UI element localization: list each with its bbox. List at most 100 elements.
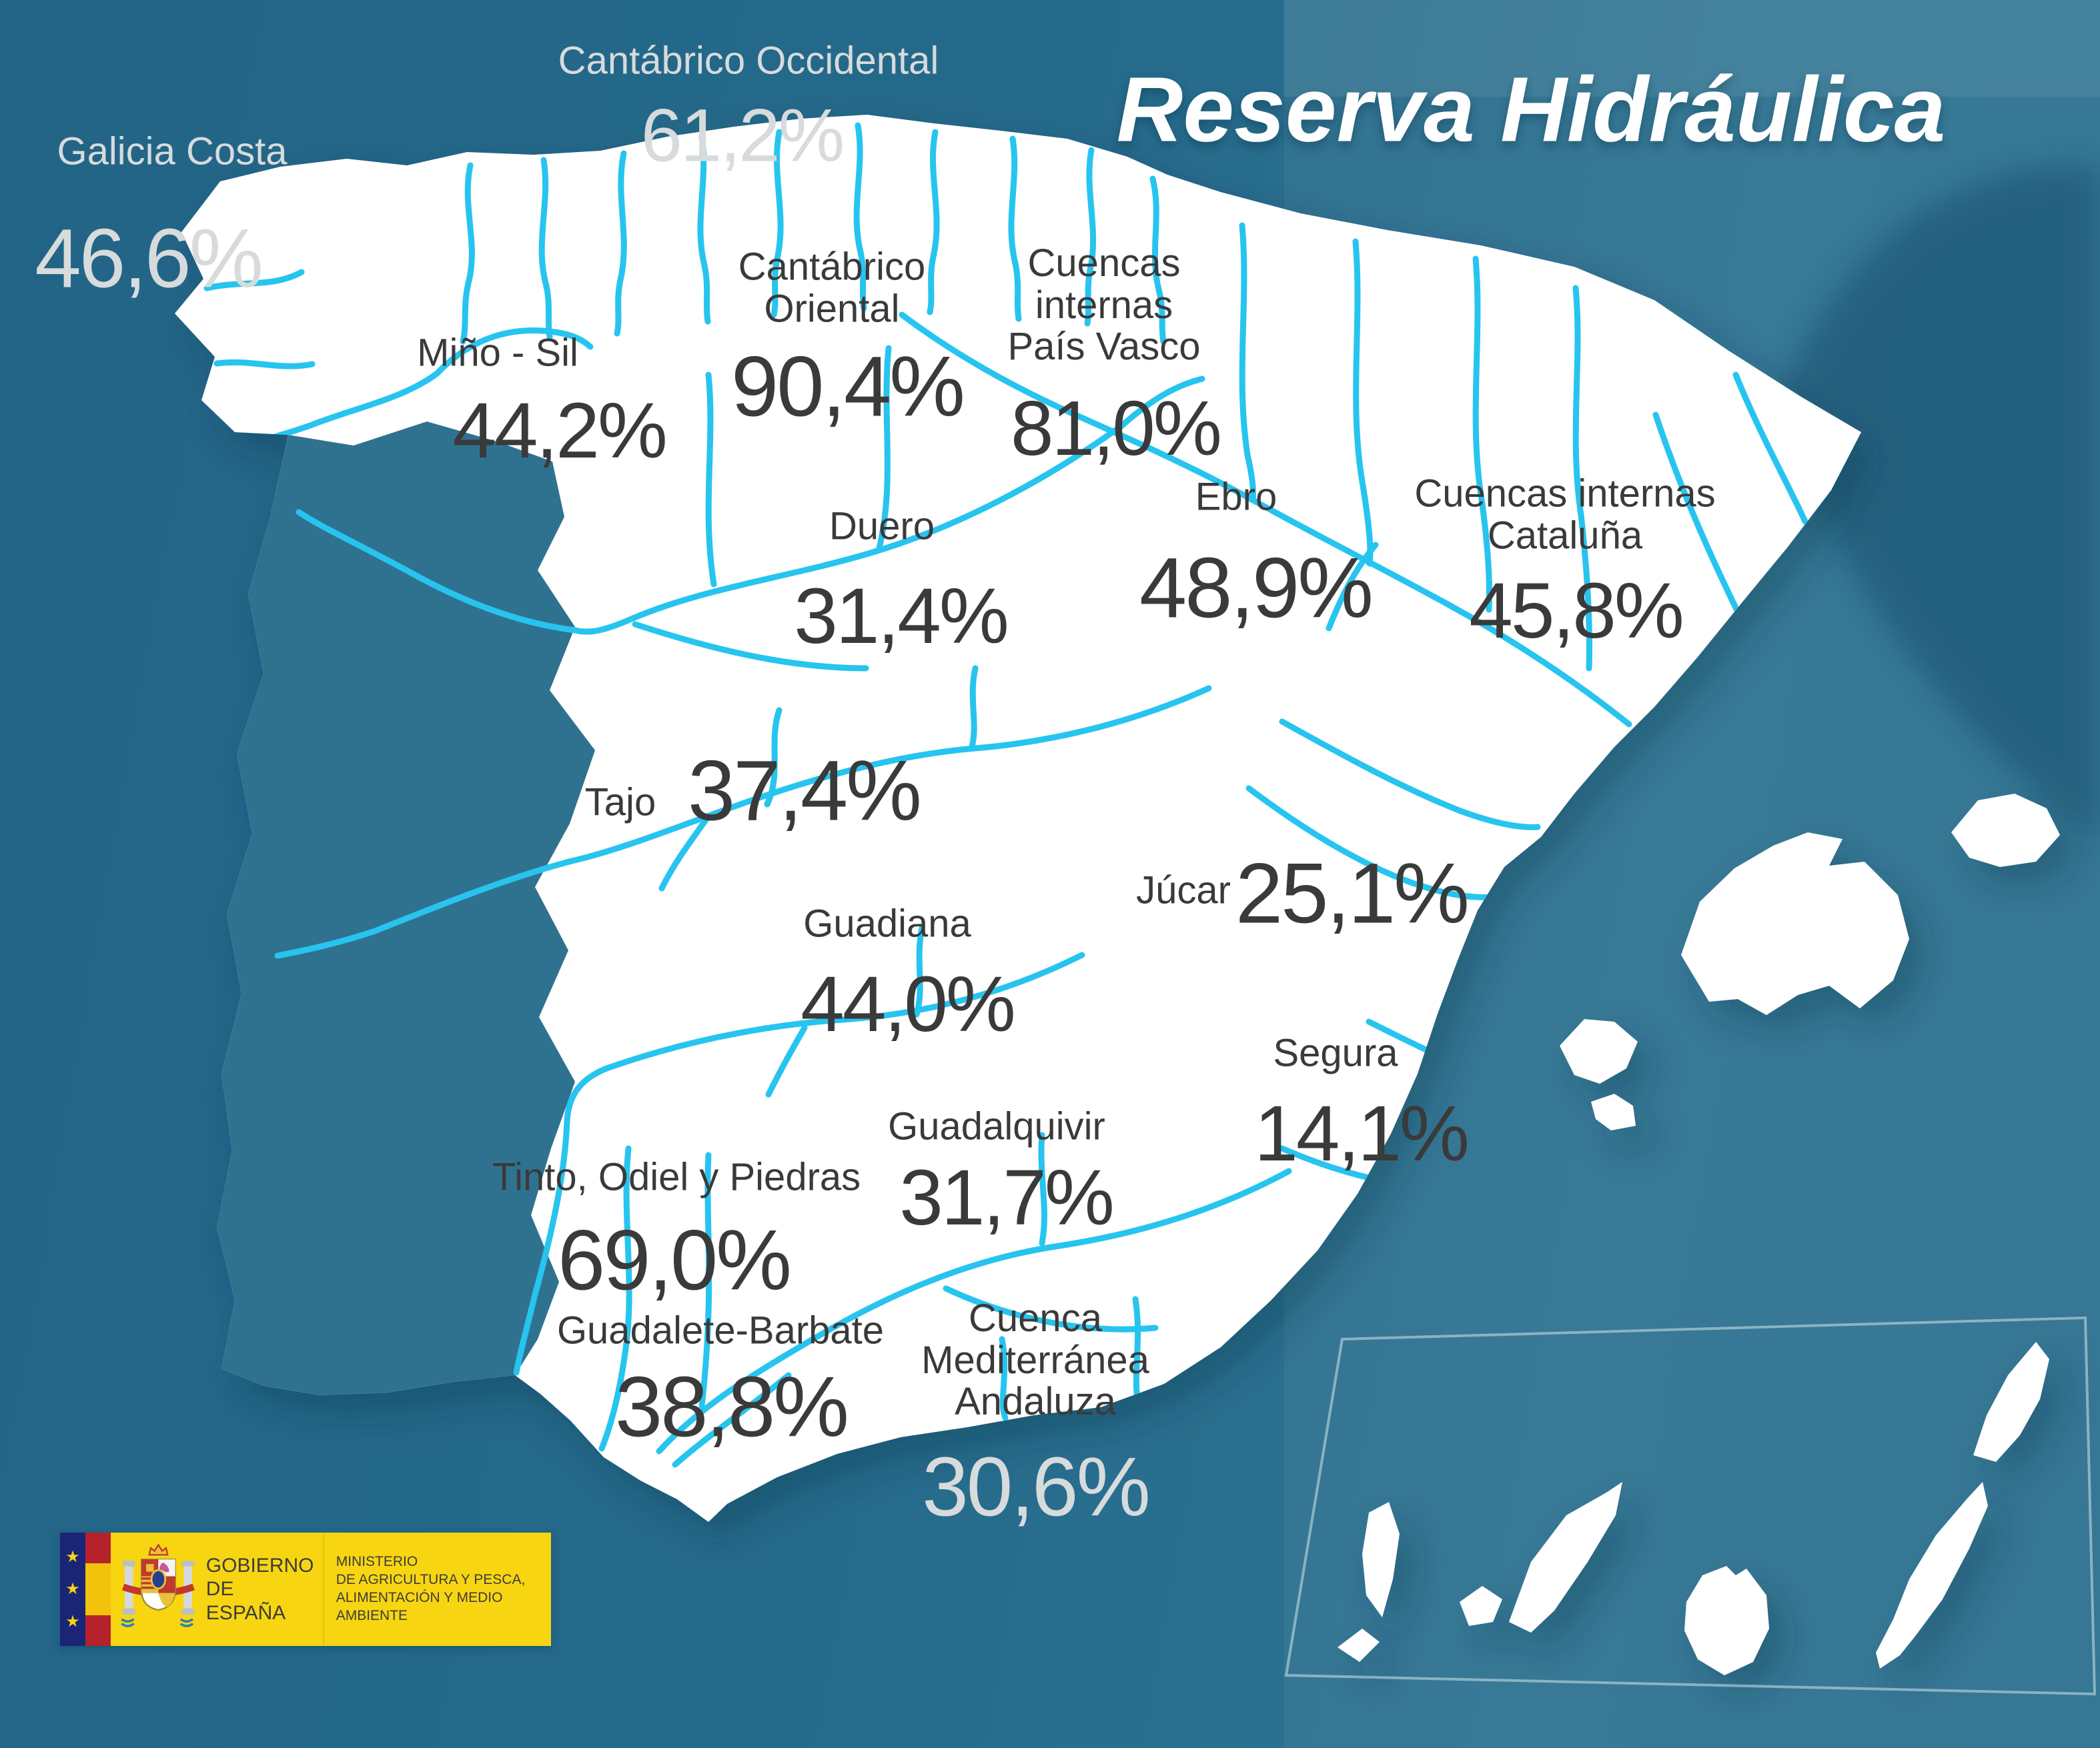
river-genil [943, 1285, 1159, 1333]
island-ibiza [1560, 1019, 1638, 1084]
river-tajo [274, 685, 1212, 959]
mainland-spain [175, 115, 1861, 1522]
river-galicia-mid [213, 359, 316, 369]
basin-name-cuencas-internas-pais-vasco: Cuencas internas País Vasco [1007, 241, 1201, 369]
gobierno-label: GOBIERNO DE ESPAÑA [205, 1554, 314, 1624]
basin-value-tinto-odiel-piedras: 69,0% [558, 1212, 792, 1308]
basin-value-tajo: 37,4% [688, 743, 922, 839]
basin-name-duero: Duero [829, 504, 935, 548]
logo-blue-star-strip: ★ ★ ★ [60, 1533, 85, 1646]
river-esla [705, 371, 717, 588]
basin-name-tinto-odiel-piedras: Tinto, Odiel y Piedras [492, 1155, 861, 1199]
canary-islands-inset-frame [1284, 1316, 2097, 1696]
rivers [203, 122, 1808, 1468]
island-formentera [1591, 1094, 1636, 1130]
island-fuerteventura [1876, 1482, 1988, 1669]
river-guadalete [672, 1372, 792, 1468]
river-cantabrian-6 [853, 122, 867, 311]
river-odiel [698, 1152, 712, 1409]
island-tenerife [1509, 1482, 1622, 1633]
government-logo: ★ ★ ★ [60, 1533, 551, 1646]
river-guadiana-trib-2 [765, 1024, 808, 1098]
river-pyrenees-2 [1352, 238, 1374, 567]
basin-name-guadalete-barbate: Guadalete-Barbate [556, 1308, 885, 1353]
island-menorca [1951, 794, 2060, 867]
spain-flag-strip [85, 1533, 111, 1646]
river-tinto [598, 1145, 632, 1452]
river-cantabrian-5 [770, 129, 784, 318]
basin-value-cuencas-internas-pais-vasco: 81,0% [1011, 385, 1222, 472]
river-basque [1149, 175, 1167, 345]
river-cantabrian-1 [460, 162, 475, 345]
basin-name-cantabrico-oriental: Cantábrico Oriental [738, 245, 926, 330]
basin-value-guadalete-barbate: 38,8% [615, 1359, 849, 1455]
river-guadiana-trib-1 [913, 925, 925, 1018]
coat-of-arms-icon [121, 1543, 195, 1627]
river-sil [434, 327, 594, 377]
gobierno-box: GOBIERNO DE ESPAÑA [111, 1533, 323, 1646]
basin-name-guadiana: Guadiana [803, 902, 971, 946]
river-llobregat [1652, 411, 1752, 638]
basin-value-jucar: 25,1% [1235, 846, 1470, 942]
basin-value-cantabrico-oriental: 90,4% [731, 339, 965, 435]
river-tormes [632, 621, 869, 672]
river-jucar [1245, 785, 1510, 900]
basin-name-ebro: Ebro [1195, 475, 1277, 519]
basin-name-jucar: Júcar [1136, 868, 1231, 912]
river-cantabrian-9 [1084, 147, 1097, 327]
island-lanzarote [1973, 1342, 2049, 1462]
star-icon: ★ [65, 1612, 80, 1631]
portugal [217, 421, 595, 1395]
basin-value-galicia-costa: 46,6% [35, 212, 263, 305]
river-alagon [658, 813, 712, 892]
ministerio-label: MINISTERIO DE AGRICULTURA Y PESCA, ALIME… [336, 1554, 526, 1623]
basin-name-galicia-costa: Galicia Costa [57, 129, 288, 173]
basin-value-cuenca-mediterranea-andaluza: 30,6% [922, 1441, 1150, 1534]
neighbor-landmass-silhouette [1774, 165, 2100, 840]
river-duero [296, 422, 1125, 635]
basin-value-segura: 14,1% [1254, 1090, 1470, 1178]
basin-value-mino-sil: 44,2% [452, 387, 668, 475]
island-la-palma [1362, 1502, 1400, 1617]
basin-name-guadalquivir: Guadalquivir [888, 1104, 1105, 1148]
star-icon: ★ [65, 1580, 80, 1598]
river-south-coast-1 [999, 1336, 1009, 1421]
river-pyrenees-4 [1572, 285, 1592, 672]
island-el-hierro [1338, 1629, 1380, 1662]
basin-value-ebro: 48,9% [1139, 540, 1374, 636]
basin-value-duero: 31,4% [794, 572, 1009, 660]
landmasses [175, 115, 2060, 1675]
river-pyrenees-1 [1239, 222, 1256, 504]
island-la-gomera [1460, 1586, 1502, 1626]
river-jalon [1326, 542, 1379, 632]
ministerio-box: MINISTERIO DE AGRICULTURA Y PESCA, ALIME… [322, 1533, 551, 1646]
river-pyrenees-3 [1472, 255, 1492, 613]
basin-value-cantabrico-occidental: 61,2% [640, 93, 845, 177]
basin-name-segura: Segura [1273, 1031, 1398, 1075]
basin-name-cantabrico-occidental: Cantábrico Occidental [558, 39, 939, 83]
background-top-strip [1284, 0, 2100, 97]
river-duero-upper [1119, 375, 1205, 429]
river-cantabrian-8 [1008, 135, 1022, 322]
basin-value-guadalquivir: 31,7% [899, 1154, 1115, 1242]
page-title: Reserva Hidráulica [1116, 58, 1946, 161]
river-ter [1732, 371, 1808, 525]
basin-name-mino-sil: Miño - Sil [417, 331, 578, 375]
basin-name-cuencas-internas-cataluna: Cuencas internas Cataluña [1414, 472, 1716, 557]
island-gran-canaria [1684, 1566, 1769, 1675]
river-cantabrian-7 [927, 129, 940, 315]
basin-value-guadiana: 44,0% [801, 960, 1016, 1048]
basin-name-cuenca-mediterranea-andaluza: Cuenca Mediterránea Andaluza [921, 1296, 1149, 1424]
river-galicia-north [203, 269, 305, 291]
river-ebro [899, 311, 1632, 728]
river-tajo-trib-1 [764, 707, 782, 808]
basin-value-cuencas-internas-cataluna: 45,8% [1469, 567, 1684, 655]
island-mallorca [1681, 832, 1909, 1015]
river-cantabrian-3 [614, 150, 627, 337]
river-pisuerga [876, 345, 892, 552]
star-icon: ★ [65, 1547, 80, 1566]
river-cantabrian-2 [538, 157, 553, 340]
river-tajo-trib-2 [969, 665, 979, 750]
